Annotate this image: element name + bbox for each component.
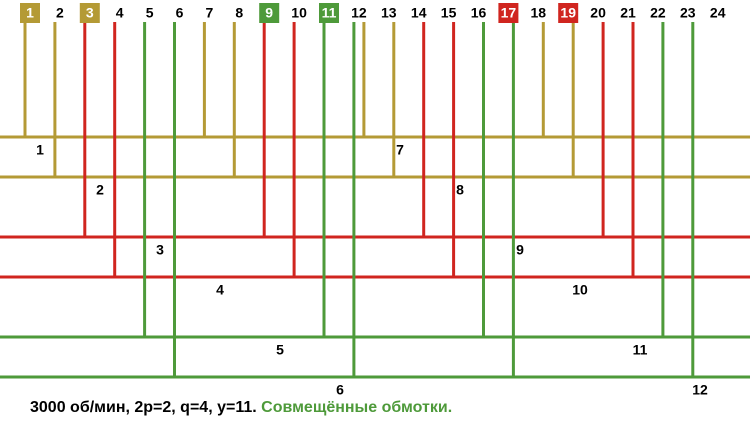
coil-label: 1	[36, 142, 44, 158]
slot-box	[20, 3, 40, 23]
slot-label: 6	[176, 5, 184, 21]
slot-label: 7	[206, 5, 214, 21]
coil-label: 8	[456, 182, 464, 198]
slot-label: 20	[590, 5, 606, 21]
slot-label: 4	[116, 5, 124, 21]
slot-label: 14	[411, 5, 427, 21]
coil-label: 9	[516, 242, 524, 258]
coil-label: 3	[156, 242, 164, 258]
slot-label: 16	[471, 5, 487, 21]
caption-main: 3000 об/мин, 2p=2, q=4, y=11.	[30, 399, 257, 416]
slot-label: 9	[265, 5, 273, 21]
coil-label: 5	[276, 342, 284, 358]
slot-label: 10	[291, 5, 307, 21]
slot-box	[558, 3, 579, 23]
slot-label: 8	[235, 5, 243, 21]
coil-label: 2	[96, 182, 104, 198]
slot-label: 1	[26, 5, 34, 21]
slot-label: 21	[620, 5, 636, 21]
slot-label: 3	[86, 5, 94, 21]
coil-label: 6	[336, 382, 344, 398]
slot-label: 15	[441, 5, 457, 21]
slot-label: 11	[322, 5, 337, 21]
coil-label: 12	[692, 382, 708, 398]
caption-highlight: Совмещённые обмотки.	[261, 399, 452, 416]
slot-box	[259, 3, 280, 23]
coil-label: 4	[216, 282, 224, 298]
coil-label: 7	[396, 142, 404, 158]
slot-box	[498, 3, 519, 23]
slot-label: 22	[650, 5, 666, 21]
slot-label: 13	[381, 5, 397, 21]
slot-box	[319, 3, 339, 23]
coil-label: 11	[633, 342, 648, 358]
slot-box	[79, 3, 100, 23]
slot-label: 24	[710, 5, 726, 21]
coil-label: 10	[572, 282, 588, 298]
slot-label: 17	[501, 5, 517, 21]
caption: 3000 об/мин, 2p=2, q=4, y=11. Совмещённы…	[30, 399, 452, 416]
slot-label: 23	[680, 5, 696, 21]
slot-label: 5	[146, 5, 154, 21]
slot-label: 12	[351, 5, 367, 21]
slot-label: 18	[531, 5, 547, 21]
slot-label: 19	[560, 5, 576, 21]
slot-label: 2	[56, 5, 64, 21]
